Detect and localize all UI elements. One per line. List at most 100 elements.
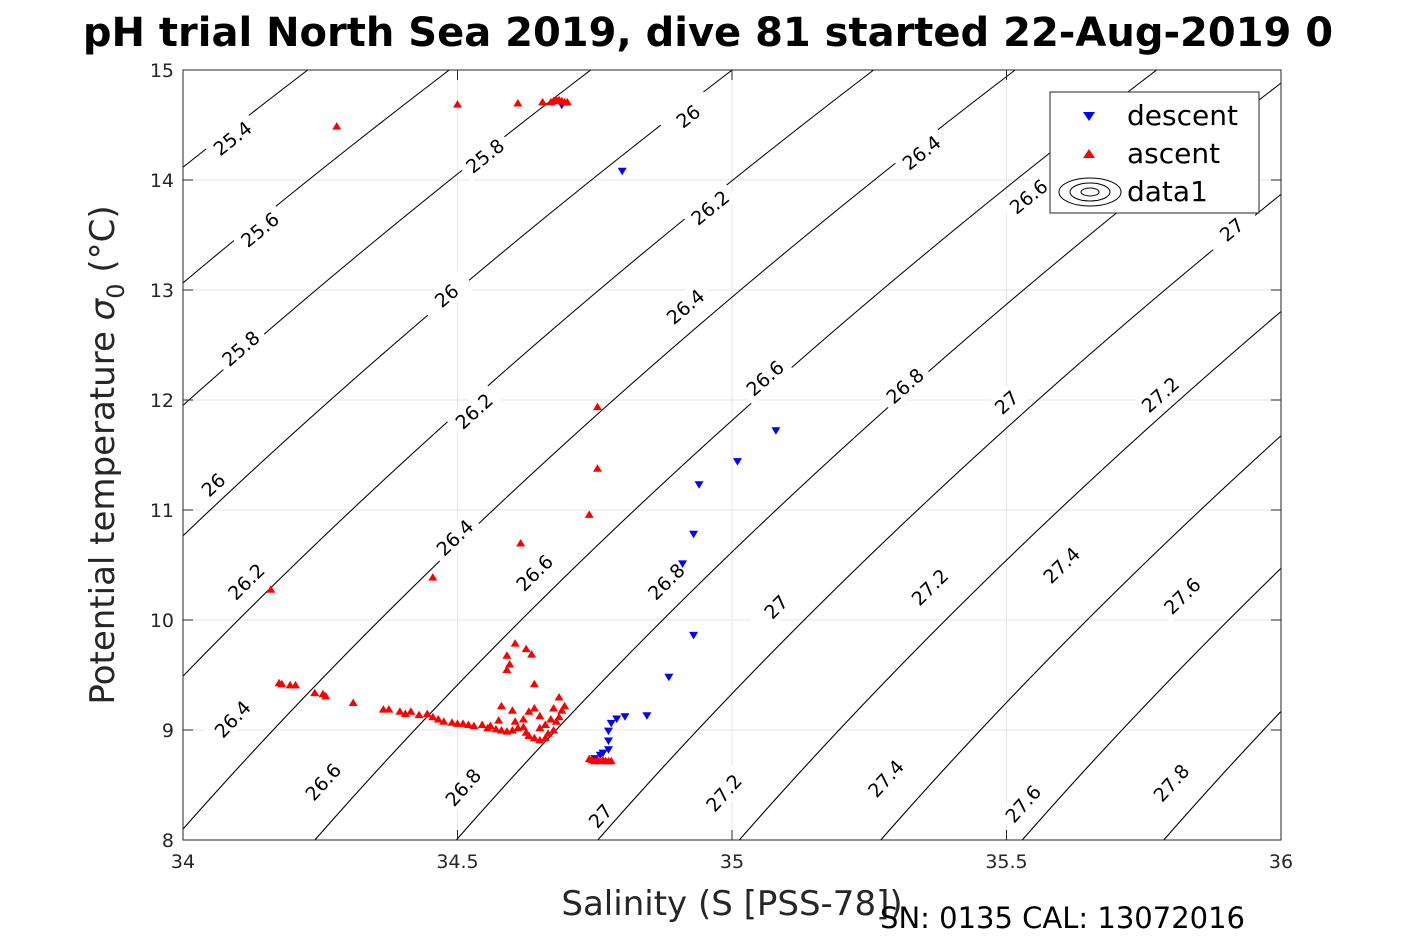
ascent-point-64 [557, 706, 567, 714]
x-tick-label-4: 36 [1269, 851, 1293, 873]
y-tick-label-7: 15 [150, 60, 174, 82]
ascent-point-1 [453, 100, 462, 108]
isopycnal-label-bg-12 [1144, 754, 1199, 811]
descent-point-13 [603, 727, 613, 736]
isopycnal-line-5 [183, 70, 734, 537]
descent-point-17 [595, 751, 605, 760]
isopycnal-label-bg-16 [426, 510, 483, 565]
ascent-point-50 [496, 726, 506, 734]
descent-point-14 [603, 737, 613, 745]
descent-point-5 [689, 530, 699, 539]
axis-ticks: 34 34.5 35 35.5 36 8 9 10 11 12 13 14 15 [150, 60, 1293, 873]
ascent-point-63 [554, 712, 564, 721]
y-tick-label-2: 10 [150, 610, 174, 632]
ascent-point-72 [524, 707, 534, 715]
ascent-point-17 [510, 639, 520, 647]
ascent-point-36 [406, 707, 416, 715]
legend: descent ascent data1 [1049, 91, 1260, 214]
ascent-point-49 [491, 724, 501, 733]
isopycnal-label-bg-13 [456, 129, 514, 182]
y-axis-label-suffix: (°C) [83, 205, 123, 283]
data-points [266, 95, 781, 765]
isopycnal-label-bg-0 [203, 112, 262, 165]
isopycnal-contours [183, 70, 1281, 840]
isopycnal-label-bg-15 [445, 384, 503, 438]
ascent-point-28 [310, 688, 320, 697]
ascent-point-68 [546, 715, 556, 723]
isopycnal-label-bg-25 [656, 279, 714, 334]
ascent-point-30 [321, 691, 331, 700]
isopycnal-label-bg-4 [218, 554, 274, 609]
x-tick-label-2: 35 [720, 851, 744, 873]
ascent-point-15 [428, 573, 438, 581]
ascent-point-73 [518, 715, 528, 723]
ascent-point-20 [502, 651, 512, 659]
isopycnal-label-bg-19 [748, 579, 804, 635]
ascent-point-12 [592, 464, 602, 472]
x-tick-label-1: 34.5 [436, 851, 478, 873]
ascent-point-75 [507, 706, 517, 714]
chart-title: pH trial North Sea 2019, dive 81 started… [83, 10, 1333, 56]
y-axis-label-prefix: Potential temperature [83, 320, 123, 704]
descent-point-6 [678, 560, 688, 568]
ascent-point-13 [584, 510, 594, 518]
ascent-point-40 [433, 715, 443, 723]
ascent-point-66 [554, 693, 564, 701]
isopycnal-line-4 [183, 70, 592, 407]
isopycnal-label-bg-26 [736, 351, 794, 405]
ascent-point-0 [332, 122, 342, 130]
x-tick-label-3: 35.5 [985, 851, 1027, 873]
y-axis-label-subscript: 0 [102, 283, 130, 298]
y-tick-label-0: 8 [162, 830, 174, 852]
y-axis-label: Potential temperature σ0 (°C) [83, 205, 130, 704]
ascent-point-14 [516, 539, 526, 547]
ascent-point-45 [463, 720, 473, 728]
ascent-point-38 [422, 709, 432, 717]
x-tick-label-0: 34 [171, 851, 195, 873]
ascent-point-57 [529, 733, 539, 742]
legend-ascent-marker [1083, 149, 1095, 158]
y-axis-label-symbol: σ [83, 297, 123, 320]
ascent-point-76 [496, 701, 506, 710]
isopycnal-label-bg-17 [506, 545, 563, 601]
ascent-point-71 [529, 704, 539, 712]
ascent-point-88 [606, 756, 616, 765]
ascent-point-3 [538, 97, 548, 106]
ascent-point-60 [543, 729, 553, 737]
descent-point-15 [603, 746, 613, 754]
isopycnal-label-bg-29 [1132, 367, 1189, 422]
isopycnal-label-bg-2 [212, 321, 269, 376]
ascent-point-31 [348, 698, 358, 706]
ascent-point-77 [494, 716, 504, 724]
ascent-point-58 [535, 735, 545, 744]
isopycnal-label-bg-20 [901, 559, 958, 615]
ascent-point-79 [535, 723, 545, 732]
ascent-point-41 [439, 717, 449, 725]
isopycnal-line-11 [738, 310, 1281, 840]
ascent-point-27 [291, 680, 301, 689]
ascent-point-52 [507, 726, 517, 734]
isopycnal-label-bg-18 [638, 554, 694, 609]
ascent-point-46 [469, 721, 479, 730]
ascent-point-54 [518, 722, 528, 731]
isopycnal-line-13 [1021, 567, 1281, 840]
ascent-point-11 [592, 402, 602, 411]
isopycnal-label-bg-21 [1033, 537, 1090, 593]
y-tick-label-5: 13 [150, 280, 174, 302]
isopycnal-label-bg-6 [295, 753, 351, 810]
isopycnal-line-12 [880, 434, 1281, 840]
isopycnal-label-bg-27 [876, 358, 934, 413]
y-tick-label-4: 12 [150, 390, 174, 412]
y-tick-label-1: 9 [162, 720, 174, 742]
descent-point-10 [620, 713, 630, 721]
ascent-point-25 [277, 679, 287, 688]
descent-point-7 [689, 631, 699, 640]
isopycnal-label-bg-31 [999, 170, 1058, 223]
isopycnal-label-bg-3 [185, 457, 242, 512]
ascent-point-62 [551, 717, 561, 725]
isopycnal-label-bg-10 [858, 750, 913, 807]
ascent-point-23 [529, 679, 539, 688]
ascent-point-59 [540, 733, 550, 742]
